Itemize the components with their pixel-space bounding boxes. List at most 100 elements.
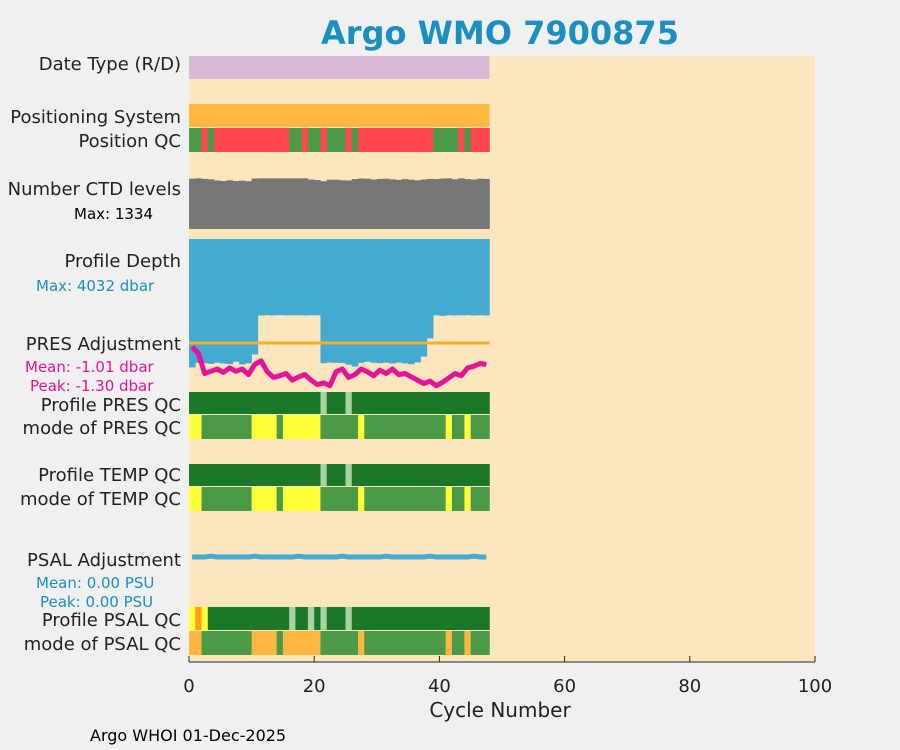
ctd-level-bar: [445, 178, 453, 229]
profile-temp-qc-cell: [195, 464, 202, 486]
profile-temp-qc-cell: [351, 464, 359, 486]
x-tick-label: 80: [678, 676, 701, 697]
profile-pres-qc-cell: [251, 392, 259, 414]
mode-psal-qc-cell: [320, 631, 328, 655]
position-qc-cell: [451, 128, 459, 152]
position-qc-cell: [314, 128, 321, 152]
profile-depth-bar: [301, 239, 309, 316]
profile-temp-qc-cell: [476, 464, 484, 486]
ctd-level-bar: [301, 178, 309, 229]
position-qc-cell: [201, 128, 209, 152]
profile-depth-bar: [282, 239, 290, 316]
mode-pres-qc-cell: [376, 415, 384, 439]
profile-psal-qc-cell: [301, 607, 309, 630]
ctd-level-bar: [364, 178, 371, 229]
mode-psal-qc-cell: [464, 631, 471, 655]
mode-temp-qc-cell: [383, 487, 390, 511]
profile-psal-qc-cell: [282, 607, 290, 630]
profile-psal-qc-cell: [383, 607, 390, 630]
mode-psal-qc-cell: [364, 631, 371, 655]
profile-depth-bar: [314, 239, 321, 316]
position-qc-cell: [214, 128, 221, 152]
profile-pres-qc-cell: [220, 392, 227, 414]
mode-pres-qc-cell: [301, 415, 309, 439]
position-qc-cell: [395, 128, 403, 152]
mode-pres-qc-cell: [401, 415, 409, 439]
mode-psal-qc-cell: [326, 631, 334, 655]
label-mode-psal-qc: mode of PSAL QC: [24, 634, 181, 655]
profile-pres-qc-cell: [383, 392, 390, 414]
profile-temp-qc-cell: [295, 464, 302, 486]
mode-pres-qc-cell: [464, 415, 471, 439]
mode-pres-qc-cell: [314, 415, 321, 439]
profile-psal-qc-cell: [458, 607, 465, 630]
ctd-level-bar: [358, 178, 365, 229]
profile-psal-qc-cell: [220, 607, 227, 630]
profile-psal-qc-cell: [351, 607, 359, 630]
position-qc-cell: [189, 128, 196, 152]
ctd-level-bar: [289, 178, 296, 229]
mode-temp-qc-cell: [401, 487, 409, 511]
profile-depth-bar: [445, 239, 453, 316]
profile-pres-qc-cell: [476, 392, 484, 414]
profile-temp-qc-cell: [239, 464, 246, 486]
mode-pres-qc-cell: [270, 415, 277, 439]
profile-depth-bar: [401, 239, 409, 364]
ctd-level-bar: [408, 179, 415, 229]
mode-temp-qc-cell: [220, 487, 227, 511]
profile-psal-qc-cell: [376, 607, 384, 630]
profile-pres-qc-cell: [401, 392, 409, 414]
label-profile-depth: Profile Depth: [64, 251, 181, 272]
profile-depth-bar: [270, 239, 277, 316]
mode-temp-qc-cell: [358, 487, 365, 511]
profile-pres-qc-cell: [339, 392, 346, 414]
pres-adjustment-series-line: [190, 345, 487, 389]
profile-depth-bar: [195, 239, 202, 363]
profile-psal-qc-cell: [245, 607, 252, 630]
profile-temp-qc-cell: [326, 464, 334, 486]
profile-depth-bar: [376, 239, 384, 364]
mode-temp-qc-cell: [364, 487, 371, 511]
position-qc-cell: [476, 128, 484, 152]
profile-depth-bar: [464, 239, 471, 316]
mode-pres-qc-cell: [358, 415, 365, 439]
profile-psal-qc-cell: [320, 607, 328, 630]
profile-depth-bar: [483, 239, 490, 316]
ctd-level-bar: [207, 179, 215, 229]
mode-psal-qc-cell: [232, 631, 240, 655]
mode-temp-qc-cell: [257, 487, 265, 511]
profile-depth-bar: [257, 239, 265, 316]
ctd-level-bar: [314, 180, 321, 229]
profile-depth-bar: [251, 239, 259, 355]
label-mode-temp-qc: mode of TEMP QC: [20, 489, 181, 510]
position-qc-cell: [483, 128, 490, 152]
ctd-level-bar: [320, 181, 328, 229]
profile-depth-bar: [220, 239, 227, 364]
note-ctd-max: Max: 1334: [74, 205, 153, 223]
label-psal-adjustment: PSAL Adjustment: [27, 550, 181, 571]
profile-depth-bar: [207, 239, 215, 364]
position-qc-cell: [376, 128, 384, 152]
footer-credit: Argo WHOI 01-Dec-2025: [90, 726, 286, 745]
position-qc-cell: [245, 128, 252, 152]
position-qc-cell: [207, 128, 215, 152]
profile-pres-qc-cell: [414, 392, 421, 414]
mode-temp-qc-cell: [314, 487, 321, 511]
ctd-level-bar: [195, 178, 202, 229]
mode-temp-qc-cell: [376, 487, 384, 511]
mode-temp-qc-cell: [320, 487, 328, 511]
mode-psal-qc-cell: [239, 631, 246, 655]
position-qc-cell: [232, 128, 240, 152]
mode-temp-qc-cell: [458, 487, 465, 511]
mode-psal-qc-cell: [376, 631, 384, 655]
mode-psal-qc-cell: [358, 631, 365, 655]
ctd-level-bar: [332, 179, 340, 229]
mode-psal-qc-cell: [351, 631, 359, 655]
profile-pres-qc-cell: [207, 392, 215, 414]
mode-psal-qc-cell: [332, 631, 340, 655]
profile-depth-bar: [458, 239, 465, 316]
profile-pres-qc-cell: [314, 392, 321, 414]
mode-psal-qc-cell: [201, 631, 209, 655]
mode-psal-qc-cell: [220, 631, 227, 655]
ctd-level-bar: [239, 180, 246, 229]
